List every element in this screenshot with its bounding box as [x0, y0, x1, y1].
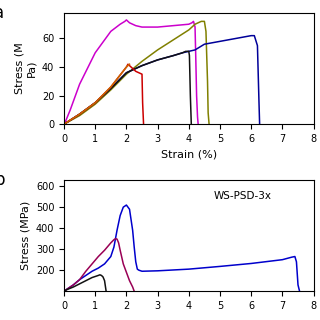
Text: a: a: [0, 4, 4, 22]
Y-axis label: Stress (M
Pa): Stress (M Pa): [15, 43, 36, 94]
X-axis label: Strain (%): Strain (%): [161, 149, 217, 159]
Y-axis label: Stress (MPa): Stress (MPa): [20, 201, 30, 270]
Text: b: b: [0, 171, 4, 189]
Text: WS-PSD-3x: WS-PSD-3x: [214, 191, 272, 201]
